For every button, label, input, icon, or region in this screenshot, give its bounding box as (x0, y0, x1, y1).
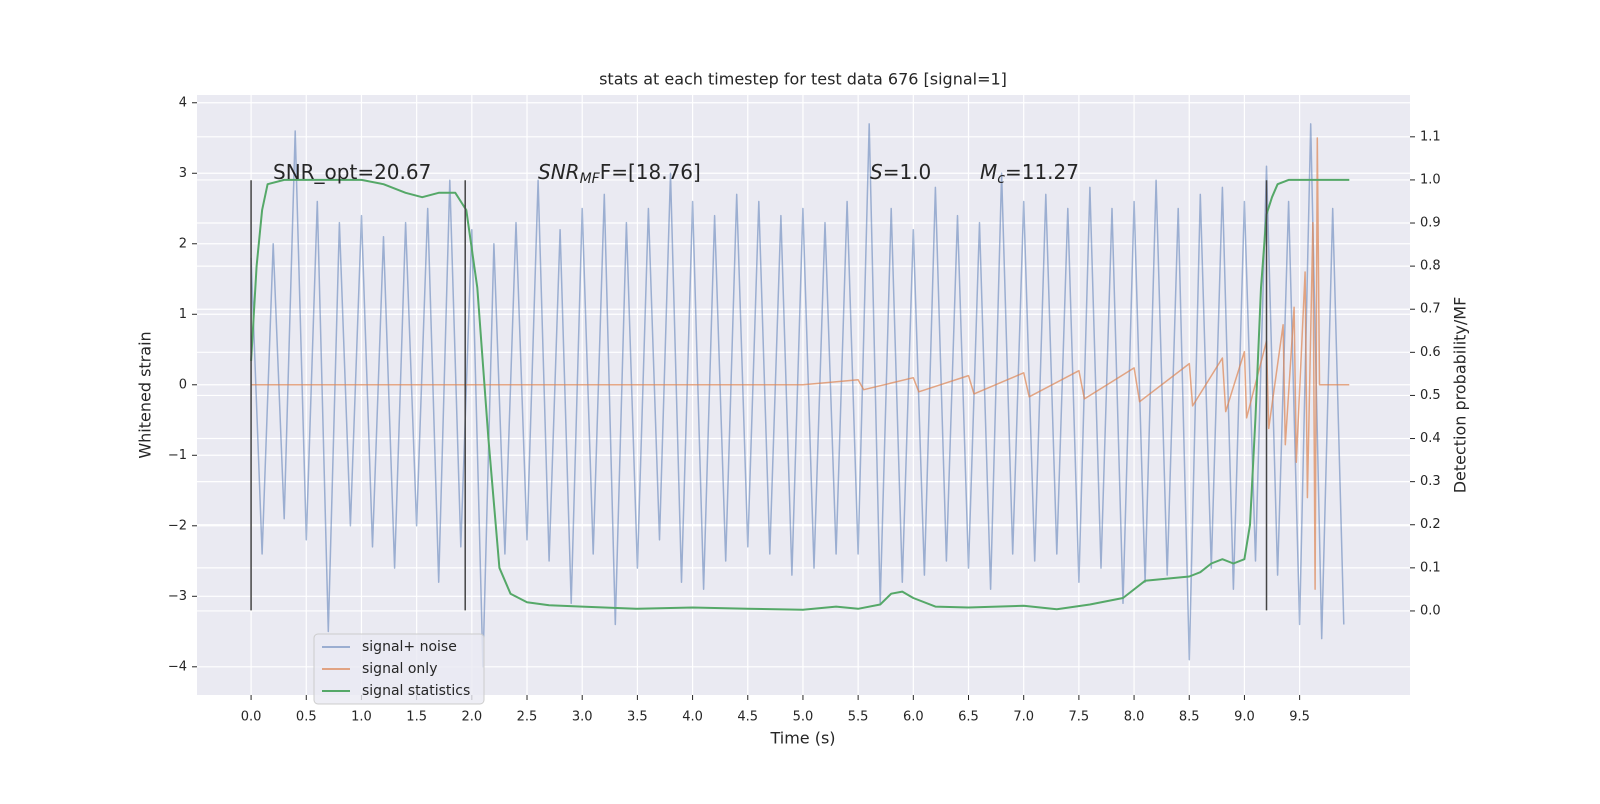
x-tick-label: 9.5 (1289, 710, 1310, 725)
annotation-part: =11.27 (1005, 160, 1079, 184)
y-tick-label: 1 (179, 307, 187, 322)
x-tick-label: 7.5 (1069, 710, 1090, 725)
annotation: Mc=11.27 (980, 160, 1079, 188)
y2-tick-label: 0.3 (1420, 474, 1441, 489)
x-tick-label: 4.5 (737, 710, 758, 725)
annotation-part: SNR (538, 160, 580, 184)
annotation-part: S (870, 160, 883, 184)
y2-tick-label: 0.0 (1420, 603, 1441, 618)
x-tick-label: 1.5 (406, 710, 427, 725)
y2-tick-label: 0.9 (1420, 216, 1441, 231)
x-tick-label: 0.5 (296, 710, 317, 725)
series-line (250, 178, 1350, 611)
y-axis-label: Whitened strain (136, 331, 155, 458)
x-tick-label: 5.5 (848, 710, 869, 725)
legend: signal+ noise signal only signal statistic… (313, 633, 485, 705)
x-tick-label: 3.0 (572, 710, 593, 725)
x-tick-label: 2.0 (461, 710, 482, 725)
x-tick-label: 9.0 (1234, 710, 1255, 725)
legend-box (313, 633, 485, 705)
x-axis-label: Time (s) (769, 729, 835, 748)
annotation-part: MF (580, 171, 601, 187)
chart-title: stats at each timestep for test data 676… (599, 70, 1007, 89)
x-tick-label: 0.0 (241, 710, 262, 725)
y2-tick-label: 0.4 (1420, 431, 1441, 446)
y2-tick-label: 1.1 (1420, 129, 1441, 144)
y2-tick-label: 0.8 (1420, 259, 1441, 274)
y-tick-label: 0 (179, 377, 187, 392)
y-tick-label: −2 (168, 518, 187, 533)
x-tick-label: 7.0 (1013, 710, 1034, 725)
annotation: SNRMFF=[18.76] (538, 160, 701, 188)
y-tick-label: 4 (179, 95, 187, 110)
legend-label: signal statistics (362, 683, 470, 699)
marks: SNR_opt=20.67 SNRMFF=[18.76] S=1.0 Mc=11.27 (250, 123, 1350, 668)
y2-tick-label: 0.6 (1420, 345, 1441, 360)
legend-label: signal only (362, 661, 437, 677)
x-tick-label: 6.0 (903, 710, 924, 725)
annotation-part: =1.0 (883, 160, 932, 184)
y2-tick-label: 0.7 (1420, 302, 1441, 317)
annotation-part: F=[18.76] (600, 160, 701, 184)
x-tick-label: 6.5 (958, 710, 979, 725)
y2-tick-label: 0.1 (1420, 560, 1441, 575)
annotation: S=1.0 (870, 160, 931, 184)
x-tick-label: 5.0 (793, 710, 814, 725)
axes: 0.0 0.5 1.0 1.5 2.0 2.5 3.0 3.5 4.0 4.5 5.0 5.5 6.0 6… (168, 95, 1441, 724)
y2-axis-label: Detection probability/MF (1451, 297, 1470, 494)
annotation: SNR_opt=20.67 (273, 160, 431, 184)
y2-tick-label: 0.2 (1420, 517, 1441, 532)
y2-tick-label: 1.0 (1420, 172, 1441, 187)
x-tick-label: 2.5 (517, 710, 538, 725)
series-line (250, 123, 1345, 668)
y-tick-label: −4 (168, 659, 187, 674)
annotation-part: SNR_opt=20.67 (273, 160, 431, 184)
x-tick-label: 8.5 (1179, 710, 1200, 725)
y-tick-label: −3 (168, 589, 187, 604)
legend-label: signal+ noise (362, 639, 457, 655)
x-tick-label: 1.0 (351, 710, 372, 725)
y-tick-label: 3 (179, 166, 187, 181)
x-tick-label: 8.0 (1124, 710, 1145, 725)
x-tick-label: 3.5 (627, 710, 648, 725)
y-tick-label: −1 (168, 448, 187, 463)
series-line (251, 137, 1350, 590)
annotation-part: c (997, 171, 1005, 187)
y-tick-label: 2 (179, 236, 187, 251)
annotation-part: M (980, 160, 997, 184)
x-tick-label: 4.0 (682, 710, 703, 725)
y2-tick-label: 0.5 (1420, 388, 1441, 403)
